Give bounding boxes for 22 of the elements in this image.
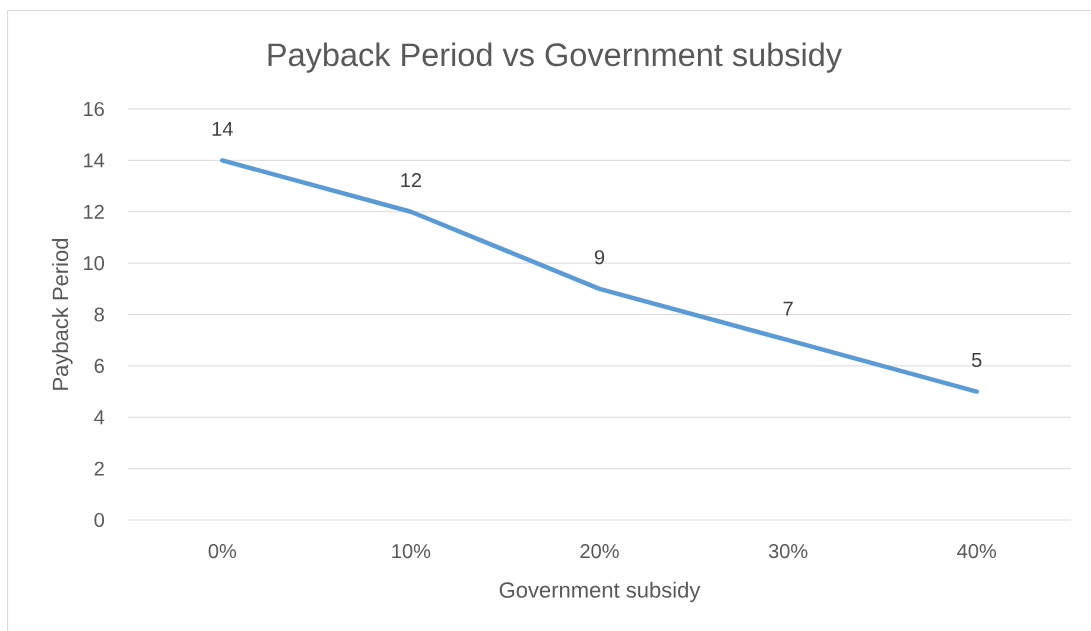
- y-tick-label: 2: [94, 461, 104, 476]
- x-tick-label: 10%: [392, 544, 431, 559]
- x-tick-label: 20%: [580, 544, 619, 559]
- chart-title: Payback Period vs Government subsidy: [268, 42, 842, 73]
- y-tick-label: 0: [94, 512, 105, 528]
- x-tick-label: 0%: [208, 544, 237, 559]
- y-tick-label: 16: [84, 101, 104, 117]
- y-tick-label: 8: [94, 307, 104, 322]
- y-tick-label: 6: [94, 358, 104, 373]
- x-axis-title: Government subsidy: [499, 581, 701, 603]
- x-tick-label: 40%: [957, 544, 997, 559]
- y-tick-label: 10: [84, 256, 105, 271]
- y-tick-label: 12: [84, 204, 104, 219]
- x-tick-label: 30%: [768, 544, 808, 559]
- data-label: 14: [212, 121, 233, 136]
- y-tick-label: 14: [84, 153, 105, 168]
- data-label: 7: [783, 301, 793, 316]
- data-label: 9: [594, 250, 605, 265]
- y-tick-label: 4: [94, 410, 105, 425]
- y-axis-title: Payback Period: [52, 238, 73, 390]
- data-label: 5: [971, 353, 982, 368]
- data-label: 12: [401, 173, 422, 188]
